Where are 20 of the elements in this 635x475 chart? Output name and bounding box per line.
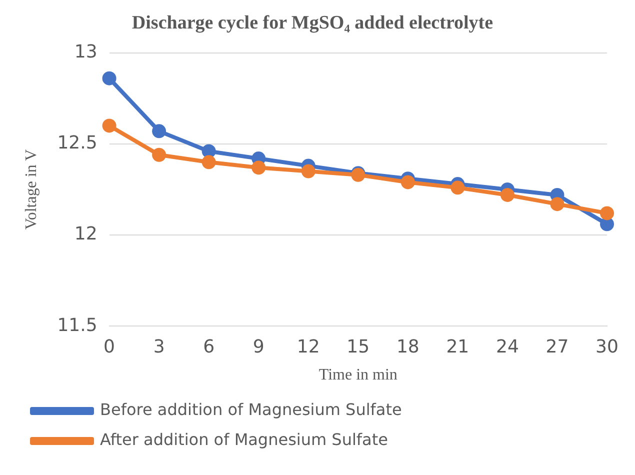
y-tick-label: 12: [74, 224, 98, 245]
x-tick-label: 3: [153, 336, 165, 358]
x-tick-label: 24: [496, 336, 519, 358]
y-axis-title: Voltage in V: [22, 148, 40, 230]
legend-label: After addition of Magnesium Sulfate: [100, 430, 388, 450]
y-tick-label: 13: [74, 41, 98, 62]
x-tick-label: 30: [596, 336, 618, 358]
x-tick-label: 18: [396, 336, 420, 358]
x-axis-title: Time in min: [318, 366, 398, 384]
x-tick-label: 27: [546, 336, 569, 358]
legend-label: Before addition of Magnesium Sulfate: [100, 400, 402, 420]
x-tick-label: 6: [203, 336, 215, 358]
y-tick-label: 12.5: [57, 132, 98, 154]
chart-title: Discharge cycle for MgSO₄ added electrolyte: [132, 12, 494, 34]
x-tick-label: 21: [446, 336, 470, 358]
x-tick-label: 0: [104, 336, 116, 358]
x-tick-label: 15: [346, 336, 370, 358]
x-tick-label: 9: [252, 336, 264, 358]
x-tick-label: 12: [296, 336, 320, 358]
y-tick-label: 11.5: [57, 314, 98, 336]
